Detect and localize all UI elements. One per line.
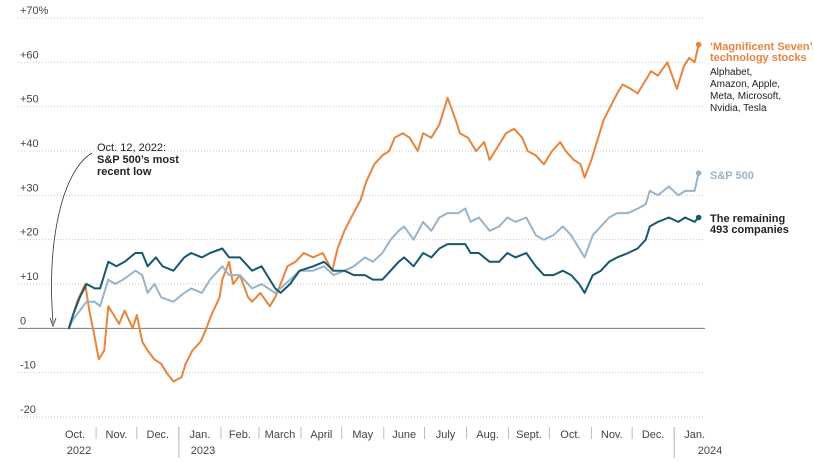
- annotations: ‘Magnificent Seven’ technology stocks Al…: [49, 41, 813, 328]
- y-tick-label: +20: [20, 227, 39, 239]
- x-tick-label: Oct.: [560, 429, 580, 441]
- mag7-member-2: Amazon, Apple,: [710, 79, 780, 90]
- x-tick-label: April: [310, 429, 332, 441]
- x-tick-label: Oct.: [65, 429, 85, 441]
- series-line-mag7: [67, 43, 700, 383]
- x-tick-label: Nov.: [106, 429, 128, 441]
- x-tick-label: Nov.: [601, 429, 623, 441]
- year-label: 2024: [698, 445, 722, 457]
- y-tick-label: 0: [20, 315, 26, 327]
- x-tick-label: July: [436, 429, 456, 441]
- series-endpoint-mag7: [695, 41, 702, 48]
- mag7-member-3: Meta, Microsoft,: [710, 91, 781, 102]
- y-tick-label: +70%: [20, 5, 49, 17]
- low-date-label: Oct. 12, 2022:: [97, 142, 166, 154]
- y-tick-label: +60: [20, 49, 39, 61]
- series-line-rest493: [67, 216, 700, 330]
- year-label: 2022: [67, 445, 91, 457]
- x-tick-label: Dec.: [147, 429, 170, 441]
- series-lines: [67, 41, 702, 383]
- x-tick-label: June: [392, 429, 416, 441]
- low-label-line1: S&P 500’s most: [97, 154, 179, 166]
- low-leader-line: [51, 152, 93, 324]
- x-tick-label: Jan.: [684, 429, 705, 441]
- x-tick-label: March: [265, 429, 296, 441]
- mag7-title-line2: technology stocks: [710, 52, 807, 64]
- y-tick-label: -10: [20, 360, 36, 372]
- rest493-label-line2: 493 companies: [710, 224, 789, 236]
- x-tick-label: Feb.: [229, 429, 251, 441]
- series-endpoint-sp500: [695, 170, 702, 176]
- series-line-sp500: [67, 172, 700, 330]
- x-tick-label: Aug.: [476, 429, 499, 441]
- y-axis-labels: +70% +60 +50 +40 +30 +20 +10 0 -10 -20: [20, 5, 49, 416]
- y-tick-label: +40: [20, 138, 39, 150]
- gridlines: [18, 17, 705, 418]
- sp500-label: S&P 500: [710, 170, 754, 182]
- low-label-line2: recent low: [97, 166, 152, 178]
- x-tick-label: Sept.: [516, 429, 542, 441]
- x-tick-label: Dec.: [642, 429, 665, 441]
- y-tick-label: +30: [20, 182, 39, 194]
- x-tick-label: May: [352, 429, 373, 441]
- rest493-label-line1: The remaining: [710, 213, 785, 225]
- low-leader-arrowhead: [49, 317, 57, 328]
- mag7-title-line1: ‘Magnificent Seven’: [710, 41, 813, 53]
- y-tick-label: +10: [20, 271, 39, 283]
- x-axis: Oct. Nov. Dec. Jan. Feb. March April May June Jul…: [65, 427, 722, 458]
- y-tick-label: +50: [20, 94, 39, 106]
- series-endpoint-rest493: [695, 214, 702, 221]
- mag7-member-1: Alphabet,: [710, 67, 752, 78]
- y-tick-label: -20: [20, 404, 36, 416]
- mag7-member-4: Nvidia, Tesla: [710, 103, 767, 114]
- x-tick-label: Jan.: [189, 429, 210, 441]
- year-label: 2023: [191, 445, 215, 457]
